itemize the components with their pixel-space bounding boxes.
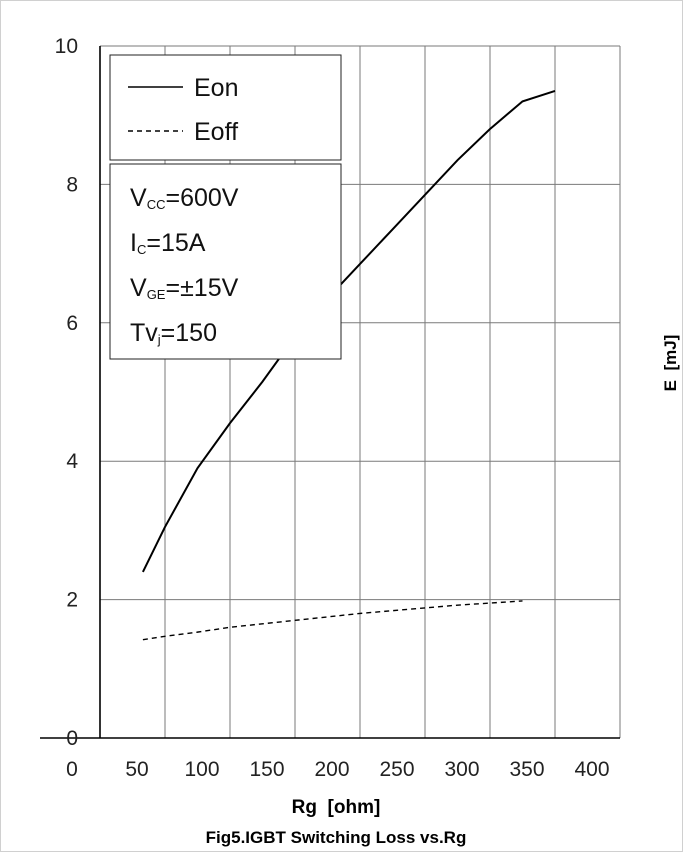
x-axis-label: Rg [ohm] (292, 797, 381, 818)
series-lines (142, 90, 556, 641)
x-tick-label-2: 100 (184, 758, 219, 781)
series-eon-line (142, 90, 556, 573)
legend-eon-label: Eon (194, 74, 238, 102)
condition-line-1: IC=15A (130, 229, 206, 257)
condition-line-0: VCC=600V (130, 184, 239, 212)
figure-caption: Fig5.IGBT Switching Loss vs.Rg (206, 828, 467, 847)
conditions-lines: VCC=600V IC=15A VGE=±15V Tvj=150 (130, 184, 239, 347)
x-tick-label-4: 200 (314, 758, 349, 781)
x-tick-label-7: 350 (509, 758, 544, 781)
condition-line-3: Tvj=150 (130, 319, 217, 347)
conditions-box (109, 163, 342, 360)
y-tick-label-0: 0 (66, 727, 78, 750)
y-tick-label-4: 8 (66, 173, 78, 196)
x-tick-label-6: 300 (444, 758, 479, 781)
x-tick-label-3: 150 (249, 758, 284, 781)
x-tick-label-1: 50 (125, 758, 148, 781)
condition-line-2: VGE=±15V (130, 274, 239, 302)
legend: Eon Eoff (109, 54, 342, 161)
series-eoff-line (142, 600, 523, 641)
test-conditions: VCC=600V IC=15A VGE=±15V Tvj=150 (109, 163, 342, 360)
x-tick-label-8: 400 (574, 758, 609, 781)
y-tick-label-1: 2 (66, 589, 78, 612)
y-tick-label-5: 10 (55, 35, 78, 58)
y-axis-label: E [mJ] (661, 335, 680, 392)
x-tick-label-5: 250 (379, 758, 414, 781)
axes (40, 46, 620, 739)
x-tick-label-0: 0 (66, 758, 78, 781)
y-tick-label-2: 4 (66, 450, 78, 473)
legend-box (109, 54, 342, 161)
legend-eoff-label: Eoff (194, 118, 238, 146)
y-tick-label-3: 6 (66, 312, 78, 335)
